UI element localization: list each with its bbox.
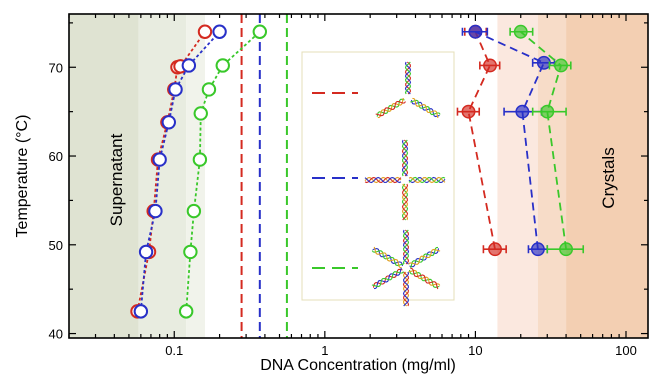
crystal-point-blue bbox=[468, 24, 483, 39]
crystals-label: Crystals bbox=[599, 147, 618, 208]
supernatant-point-blue bbox=[168, 82, 183, 97]
crystal-point-green bbox=[540, 104, 555, 119]
axes: 0.1 1 10 100 40 50 60 70 bbox=[49, 13, 649, 358]
x-tick-label: 0.1 bbox=[165, 343, 183, 358]
crystal-point-blue bbox=[530, 242, 545, 257]
threshold-lines bbox=[240, 14, 288, 338]
crystal-point-red bbox=[461, 104, 476, 119]
data-series bbox=[130, 24, 585, 319]
legend-motif-4arm bbox=[364, 139, 446, 221]
supernatant-region-dark bbox=[69, 14, 139, 338]
crystal-curve-green bbox=[520, 31, 567, 250]
crystal-point-red bbox=[488, 242, 502, 257]
supernatant-point-green bbox=[186, 203, 202, 219]
supernatant-label: Supernatant bbox=[107, 133, 126, 226]
x-tick-label: 1 bbox=[321, 343, 328, 358]
supernatant-point-blue bbox=[161, 115, 176, 130]
crystal-region-light bbox=[497, 14, 538, 338]
supernatant-point-blue bbox=[148, 203, 163, 219]
crystal-point-green bbox=[554, 58, 568, 73]
supernatant-point-green bbox=[252, 24, 268, 39]
legend-frame bbox=[301, 51, 455, 301]
crystal-point-green bbox=[513, 24, 528, 39]
crystal-point-blue bbox=[536, 55, 551, 70]
x-axis-title: DNA Concentration (mg/ml) bbox=[260, 357, 456, 374]
y-tick-label: 40 bbox=[49, 327, 63, 342]
legend-box bbox=[301, 51, 455, 307]
x-tick-label: 10 bbox=[468, 343, 482, 358]
crystal-point-red bbox=[483, 58, 497, 73]
x-tick-label: 100 bbox=[615, 343, 637, 358]
supernatant-point-green bbox=[215, 58, 230, 73]
supernatant-point-green bbox=[201, 82, 217, 97]
crystal-curve-red bbox=[467, 31, 496, 250]
crystal-point-green bbox=[559, 242, 574, 257]
supernatant-point-green bbox=[192, 152, 208, 167]
supernatant-point-blue bbox=[152, 152, 167, 167]
y-tick-label: 70 bbox=[49, 60, 63, 75]
supernatant-point-blue bbox=[212, 24, 227, 39]
legend-motif-6arm bbox=[371, 229, 441, 307]
plot-frame bbox=[68, 13, 649, 339]
y-axis-title: Temperature (°C) bbox=[14, 115, 31, 238]
y-tick-label: 60 bbox=[49, 149, 63, 164]
supernatant-point-blue bbox=[138, 244, 154, 260]
supernatant-point-blue bbox=[133, 304, 149, 319]
supernatant-point-blue bbox=[181, 58, 197, 73]
supernatant-point-green bbox=[183, 244, 198, 260]
supernatant-point-green bbox=[178, 304, 194, 319]
supernatant-point-red bbox=[197, 24, 213, 39]
crystal-point-blue bbox=[515, 104, 530, 119]
crystal-curve-blue bbox=[475, 30, 546, 250]
y-tick-label: 50 bbox=[49, 238, 63, 253]
legend-motif-3arm bbox=[375, 61, 441, 119]
supernatant-point-green bbox=[193, 106, 208, 121]
crystal-region-dark bbox=[566, 14, 648, 338]
